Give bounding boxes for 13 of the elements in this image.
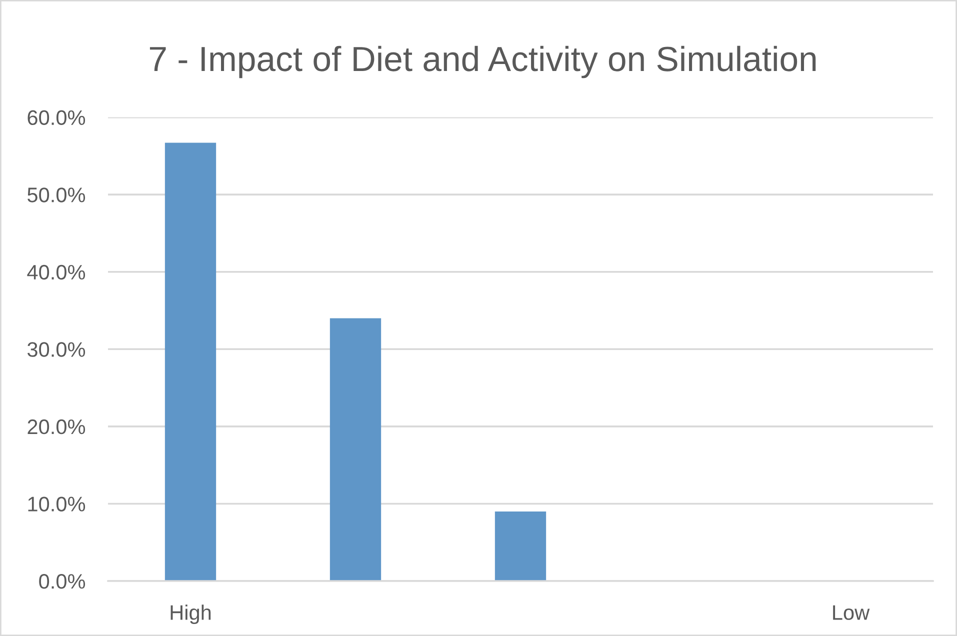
bar <box>164 142 216 581</box>
y-tick-label: 30.0% <box>28 342 86 357</box>
y-tick-label: 50.0% <box>28 188 86 202</box>
chart-title: 7 - Impact of Diet and Activity on Simulation <box>150 46 816 78</box>
y-tick-label: 40.0% <box>27 264 86 280</box>
bar <box>494 511 546 581</box>
y-tick-label: 0.0% <box>39 574 86 589</box>
bar <box>330 318 382 581</box>
y-tick-label: 10.0% <box>28 496 86 512</box>
y-tick-label: 60.0% <box>28 110 86 126</box>
y-tick-label: 20.0% <box>28 419 86 434</box>
x-tick-label: High <box>170 604 211 624</box>
x-tick-label: Low <box>833 605 870 620</box>
